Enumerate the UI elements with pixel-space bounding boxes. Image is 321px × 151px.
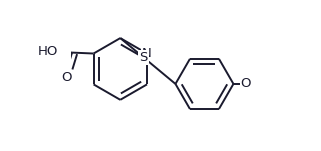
Text: O: O bbox=[240, 77, 251, 90]
Text: O: O bbox=[62, 71, 72, 84]
Text: S: S bbox=[139, 51, 148, 64]
Text: HO: HO bbox=[38, 45, 58, 58]
Text: N: N bbox=[142, 47, 152, 60]
